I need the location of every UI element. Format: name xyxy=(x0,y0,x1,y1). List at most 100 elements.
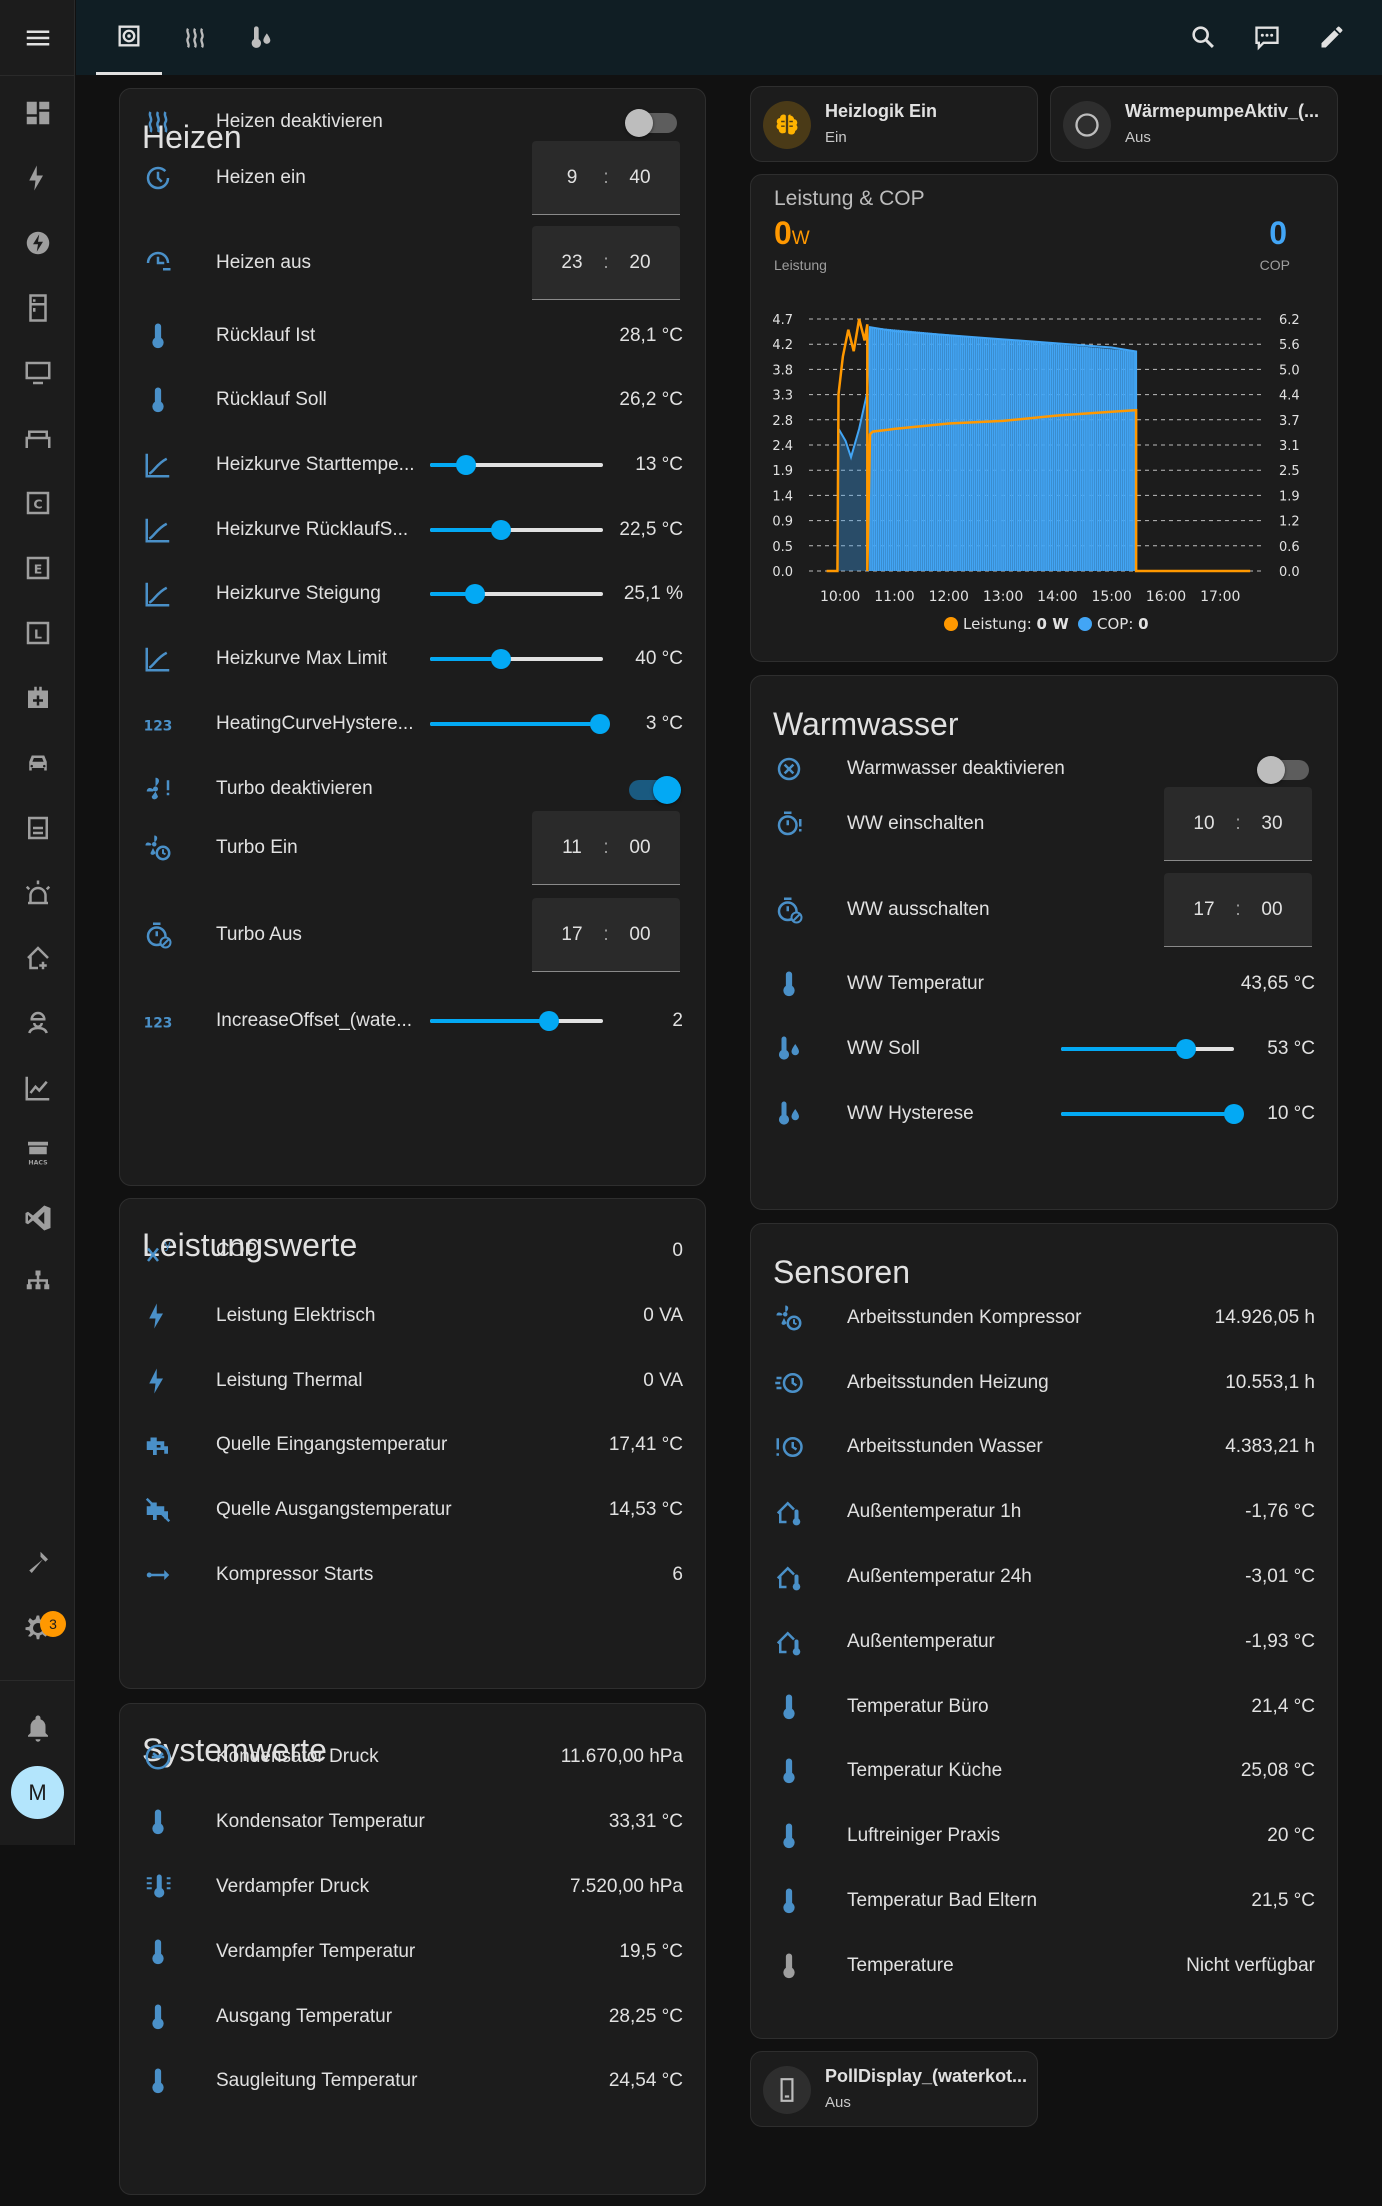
alpha-c-box-icon[interactable]: C xyxy=(0,478,75,528)
x-tick-label: 13:00 xyxy=(983,589,1023,605)
time-input[interactable]: 17:00 xyxy=(532,898,680,972)
slider-thumb[interactable] xyxy=(1224,1104,1244,1124)
alpha-e-box-icon[interactable]: E xyxy=(0,543,75,593)
hour-field[interactable]: 10 xyxy=(1193,813,1215,834)
value-slider[interactable] xyxy=(430,455,603,475)
value-slider[interactable] xyxy=(430,520,603,540)
heizen-row[interactable]: Heizen deaktivieren xyxy=(120,94,705,150)
value-slider[interactable] xyxy=(430,714,610,734)
minute-field[interactable]: 40 xyxy=(629,167,651,188)
warmwasser-row[interactable]: WW einschalten 10:30 xyxy=(751,787,1337,861)
clock-start-icon xyxy=(142,162,174,194)
time-input[interactable]: 11:00 xyxy=(532,811,680,885)
warmwasser-row[interactable]: WW Soll 53 °C xyxy=(751,1021,1337,1077)
warmwasser-row[interactable]: WW Hysterese 10 °C xyxy=(751,1086,1337,1142)
bed-icon[interactable] xyxy=(0,413,75,463)
value-slider[interactable] xyxy=(430,649,603,669)
toggle-knob[interactable] xyxy=(653,776,681,804)
minute-field[interactable]: 20 xyxy=(629,252,651,273)
slider-thumb[interactable] xyxy=(490,520,511,540)
value-slider[interactable] xyxy=(1061,1039,1234,1059)
hour-field[interactable]: 17 xyxy=(1193,899,1215,920)
heizen-row[interactable]: Turbo Ein 11:00 xyxy=(120,811,705,885)
menu-icon[interactable] xyxy=(0,0,75,75)
fridge-icon[interactable] xyxy=(0,283,75,333)
heizen-row[interactable]: 123 IncreaseOffset_(wate... 2 xyxy=(120,993,705,1049)
edit-pencil-icon[interactable] xyxy=(1309,14,1355,60)
hacs-icon[interactable]: HACS xyxy=(0,1128,75,1178)
heizlogik-chip[interactable]: Heizlogik Ein Ein xyxy=(750,86,1038,162)
slider-thumb[interactable] xyxy=(464,584,485,604)
time-input[interactable]: 17:00 xyxy=(1164,873,1312,947)
printer-3d-icon[interactable] xyxy=(0,803,75,853)
heizen-row[interactable]: Heizkurve Starttempe... 13 °C xyxy=(120,437,705,493)
power-circle-icon[interactable] xyxy=(0,218,75,268)
alarm-light-icon[interactable] xyxy=(0,868,75,918)
toggle-switch[interactable] xyxy=(629,776,681,804)
y-right-tick-label: 0.0 xyxy=(1279,565,1300,580)
time-input[interactable]: 23:20 xyxy=(532,226,680,300)
toggle-switch[interactable] xyxy=(625,109,677,137)
thermometer-icon xyxy=(142,2001,174,2033)
value-slider[interactable] xyxy=(430,1011,603,1031)
row-label: Turbo Aus xyxy=(216,924,302,945)
warmwasser-row[interactable]: WW ausschalten 17:00 xyxy=(751,873,1337,947)
visual-studio-code-icon[interactable] xyxy=(0,1193,75,1243)
polldisplay-chip[interactable]: PollDisplay_(waterkot... Aus xyxy=(750,2051,1038,2127)
tab-heating[interactable] xyxy=(162,0,228,75)
heizen-row[interactable]: Heizen ein 9:40 xyxy=(120,141,705,215)
alpha-l-box-icon[interactable]: L xyxy=(0,608,75,658)
heizen-row[interactable]: Turbo Aus 17:00 xyxy=(120,898,705,972)
home-plus-icon[interactable] xyxy=(0,933,75,983)
energy-icon[interactable] xyxy=(0,153,75,203)
tab-water[interactable] xyxy=(228,0,294,75)
toggle-knob[interactable] xyxy=(1257,756,1285,784)
hour-field[interactable]: 9 xyxy=(566,167,578,188)
slider-thumb[interactable] xyxy=(589,714,610,734)
row-label: Saugleitung Temperatur xyxy=(216,2070,418,2091)
heizen-row[interactable]: Heizen aus 23:20 xyxy=(120,226,705,300)
car-icon[interactable] xyxy=(0,738,75,788)
hour-field[interactable]: 11 xyxy=(562,837,582,858)
account-hard-hat-icon[interactable] xyxy=(0,998,75,1048)
slider-thumb[interactable] xyxy=(490,649,511,669)
dashboard-icon[interactable] xyxy=(0,88,75,138)
network-sitemap-icon[interactable] xyxy=(0,1258,75,1308)
monitor-icon[interactable] xyxy=(0,348,75,398)
svg-text:C: C xyxy=(33,497,42,512)
chip-name: WärmepumpeAktiv_(... xyxy=(1125,101,1320,121)
minute-field[interactable]: 00 xyxy=(629,837,651,858)
slider-thumb[interactable] xyxy=(539,1011,560,1031)
medical-bag-icon[interactable] xyxy=(0,673,75,723)
history-chart-icon[interactable] xyxy=(0,1063,75,1113)
value-slider[interactable] xyxy=(1061,1104,1244,1124)
heizen-row[interactable]: 123 HeatingCurveHystere... 3 °C xyxy=(120,696,705,752)
slider-thumb[interactable] xyxy=(1175,1039,1196,1059)
sensoren-row: Außentemperatur 24h -3,01 °C xyxy=(751,1549,1337,1605)
toggle-switch[interactable] xyxy=(1257,756,1309,784)
assist-icon[interactable] xyxy=(1244,14,1290,60)
chip-name: PollDisplay_(waterkot... xyxy=(825,2066,1028,2086)
waermepumpe-chip[interactable]: WärmepumpeAktiv_(... Aus xyxy=(1050,86,1338,162)
avatar[interactable]: M xyxy=(11,1766,64,1819)
slider-thumb[interactable] xyxy=(456,455,477,475)
developer-tools-icon[interactable] xyxy=(0,1538,75,1588)
heizen-row[interactable]: Heizkurve RücklaufS... 22,5 °C xyxy=(120,502,705,558)
heizen-row[interactable]: Turbo deaktivieren xyxy=(120,761,705,817)
bell-icon[interactable] xyxy=(0,1703,75,1753)
minute-field[interactable]: 00 xyxy=(1261,899,1283,920)
warmwasser-row[interactable]: Warmwasser deaktivieren xyxy=(751,741,1337,797)
hour-field[interactable]: 17 xyxy=(561,924,583,945)
minute-field[interactable]: 00 xyxy=(629,924,651,945)
heizen-row[interactable]: Heizkurve Steigung 25,1 % xyxy=(120,566,705,622)
time-input[interactable]: 9:40 xyxy=(532,141,680,215)
tab-heatpump[interactable] xyxy=(96,0,162,75)
heizen-row[interactable]: Heizkurve Max Limit 40 °C xyxy=(120,631,705,687)
time-input[interactable]: 10:30 xyxy=(1164,787,1312,861)
value-slider[interactable] xyxy=(430,584,603,604)
search-icon[interactable] xyxy=(1180,14,1226,60)
row-value: 7.520,00 hPa xyxy=(569,1876,683,1897)
hour-field[interactable]: 23 xyxy=(561,252,583,273)
toggle-knob[interactable] xyxy=(625,109,653,137)
minute-field[interactable]: 30 xyxy=(1261,813,1283,834)
